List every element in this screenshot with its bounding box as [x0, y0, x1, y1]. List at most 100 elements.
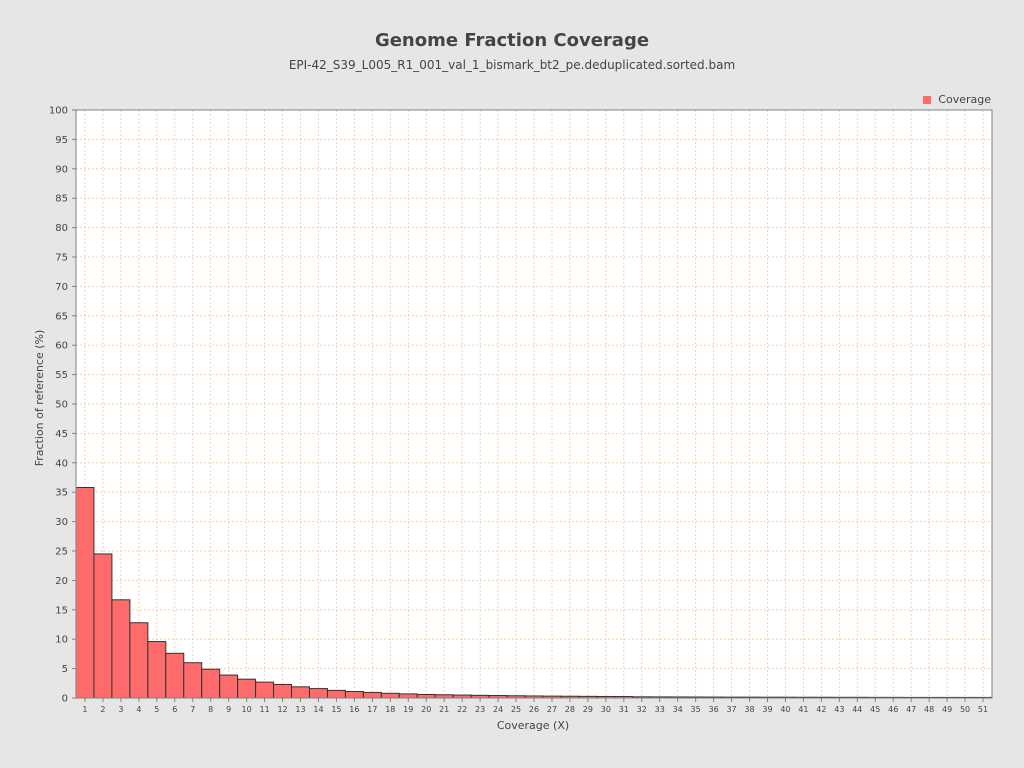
x-tick-label: 34: [673, 705, 683, 714]
x-tick-label: 16: [349, 705, 359, 714]
x-tick-label: 47: [906, 705, 916, 714]
x-tick-label: 37: [726, 705, 736, 714]
x-tick-label: 36: [709, 705, 719, 714]
bar: [380, 692, 400, 699]
x-tick-label: 11: [259, 705, 269, 714]
bar: [273, 683, 293, 699]
bar: [344, 691, 364, 699]
x-tick-label: 25: [511, 705, 521, 714]
x-tick-label: 18: [385, 705, 395, 714]
y-tick-label: 20: [55, 576, 68, 587]
y-tick-label: 50: [55, 400, 68, 411]
bar: [129, 622, 149, 699]
y-tick-label: 65: [55, 311, 68, 322]
x-tick-label: 17: [367, 705, 377, 714]
bar: [362, 691, 382, 699]
x-tick-label: 44: [852, 705, 862, 714]
x-tick-label: 10: [242, 705, 252, 714]
x-tick-label: 26: [529, 705, 539, 714]
x-tick-label: 32: [637, 705, 647, 714]
x-axis-label: Coverage (X): [497, 719, 569, 732]
x-tick-label: 31: [619, 705, 629, 714]
x-tick-label: 42: [816, 705, 826, 714]
x-tick-label: 27: [547, 705, 557, 714]
x-tick-label: 13: [295, 705, 305, 714]
y-tick-label: 90: [55, 164, 68, 175]
y-tick-label: 85: [55, 194, 68, 205]
x-tick-label: 12: [277, 705, 287, 714]
x-tick-label: 3: [118, 705, 123, 714]
bar: [93, 553, 113, 699]
chart-title: Genome Fraction Coverage: [374, 30, 650, 51]
axes: 0510152025303540455055606570758085909510…: [49, 106, 993, 714]
x-tick-label: 20: [421, 705, 431, 714]
y-axis-label: Fraction of reference (%): [33, 330, 46, 467]
x-tick-label: 1: [82, 705, 87, 714]
y-tick-label: 25: [55, 547, 68, 558]
x-tick-label: 40: [780, 705, 790, 714]
x-tick-label: 7: [190, 705, 195, 714]
y-tick-label: 70: [55, 282, 68, 293]
x-tick-label: 30: [601, 705, 611, 714]
bar: [183, 662, 203, 699]
x-tick-label: 2: [100, 705, 105, 714]
y-tick-label: 45: [55, 429, 68, 440]
x-tick-label: 45: [870, 705, 880, 714]
x-tick-label: 29: [583, 705, 593, 714]
y-tick-label: 10: [55, 635, 68, 646]
x-tick-label: 9: [226, 705, 231, 714]
x-tick-label: 23: [475, 705, 485, 714]
y-tick-label: 35: [55, 488, 68, 499]
legend-label: Coverage: [938, 93, 991, 106]
bar: [237, 678, 257, 699]
bar: [165, 652, 185, 699]
x-tick-label: 4: [136, 705, 141, 714]
legend: Coverage: [923, 93, 991, 106]
bar: [147, 641, 167, 699]
x-tick-label: 50: [960, 705, 970, 714]
y-tick-label: 100: [49, 106, 68, 117]
x-tick-label: 24: [493, 705, 503, 714]
x-tick-label: 33: [655, 705, 665, 714]
x-tick-label: 15: [331, 705, 341, 714]
x-tick-label: 38: [744, 705, 754, 714]
bar: [75, 486, 95, 699]
x-tick-label: 43: [834, 705, 844, 714]
y-tick-label: 0: [62, 694, 68, 705]
bar: [326, 689, 346, 699]
y-tick-label: 55: [55, 370, 68, 381]
x-tick-label: 51: [978, 705, 988, 714]
bar: [308, 688, 328, 699]
bar: [219, 674, 239, 699]
x-tick-label: 41: [798, 705, 808, 714]
x-tick-label: 5: [154, 705, 159, 714]
bar: [398, 693, 418, 699]
legend-swatch: [923, 95, 932, 104]
bar: [111, 599, 131, 699]
x-tick-label: 49: [942, 705, 952, 714]
x-tick-label: 22: [457, 705, 467, 714]
x-tick-label: 39: [762, 705, 772, 714]
bar: [201, 668, 221, 699]
x-tick-label: 14: [313, 705, 323, 714]
y-tick-label: 30: [55, 517, 68, 528]
y-tick-label: 80: [55, 223, 68, 234]
y-tick-label: 15: [55, 605, 68, 616]
bar: [291, 686, 310, 699]
x-tick-label: 48: [924, 705, 934, 714]
bar: [255, 681, 275, 699]
x-tick-label: 6: [172, 705, 177, 714]
y-tick-label: 5: [62, 664, 68, 675]
y-tick-label: 60: [55, 341, 68, 352]
y-tick-label: 40: [55, 458, 68, 469]
y-tick-label: 75: [55, 253, 68, 264]
x-tick-label: 19: [403, 705, 413, 714]
x-tick-label: 46: [888, 705, 898, 714]
y-tick-label: 95: [55, 135, 68, 146]
x-tick-label: 28: [565, 705, 575, 714]
chart-subtitle: EPI-42_S39_L005_R1_001_val_1_bismark_bt2…: [288, 58, 736, 72]
x-tick-label: 35: [691, 705, 701, 714]
grid-lines: [76, 109, 992, 699]
bars: [75, 486, 993, 699]
